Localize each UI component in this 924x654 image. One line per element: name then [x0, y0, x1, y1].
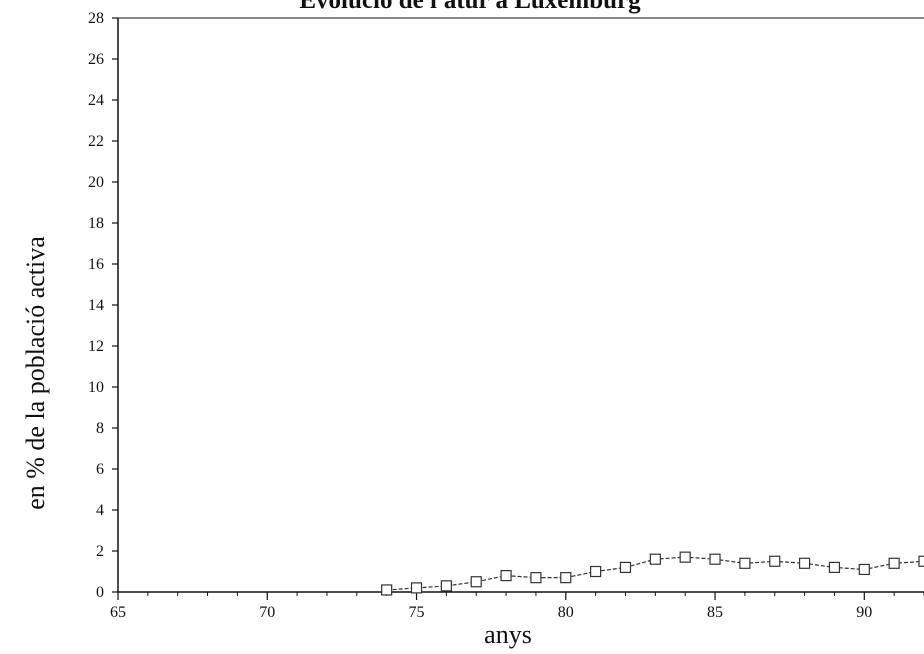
y-tick-label: 22	[88, 133, 104, 150]
data-point	[560, 572, 572, 584]
series-layer	[381, 551, 924, 596]
y-tick-label: 4	[96, 502, 104, 519]
x-tick-label: 90	[856, 604, 872, 621]
data-point	[470, 576, 482, 588]
data-point	[888, 557, 900, 569]
data-point	[828, 561, 841, 574]
data-point	[440, 580, 452, 592]
x-tick-label: 80	[558, 604, 574, 621]
data-point	[649, 553, 661, 565]
x-axis-label: anys	[484, 620, 532, 649]
data-point	[410, 582, 423, 594]
y-tick-label: 6	[96, 461, 104, 478]
x-tick-label: 85	[707, 604, 723, 621]
y-tick-label: 28	[88, 10, 104, 27]
y-tick-label: 14	[88, 297, 104, 314]
y-tick-label: 2	[96, 543, 104, 560]
data-point	[918, 555, 924, 567]
y-axis-label: en % de la població activa	[21, 236, 50, 510]
y-tick-label: 16	[88, 256, 104, 273]
data-point	[530, 572, 542, 584]
data-point	[769, 555, 781, 567]
y-tick-label: 24	[88, 92, 104, 109]
data-point	[858, 563, 870, 576]
x-tick-label: 70	[259, 604, 275, 621]
y-tick-label: 26	[88, 51, 104, 68]
data-point	[590, 565, 602, 578]
data-point	[739, 557, 751, 569]
data-point	[709, 553, 721, 565]
y-tick-label: 0	[96, 584, 104, 601]
data-point	[679, 551, 691, 563]
axes	[117, 17, 924, 593]
data-point	[500, 569, 512, 582]
data-point	[619, 561, 632, 574]
y-tick-label: 20	[88, 174, 104, 191]
y-tick-label: 12	[88, 338, 104, 355]
y-tick-label: 10	[88, 379, 104, 396]
data-point	[381, 584, 393, 596]
y-tick-label: 8	[96, 420, 104, 437]
data-point	[798, 557, 811, 569]
chart-title: Evolució de l'atur a Luxemburg	[299, 0, 641, 14]
y-tick-label: 18	[88, 215, 104, 232]
x-tick-label: 65	[110, 604, 126, 621]
x-tick-label: 75	[409, 604, 425, 621]
